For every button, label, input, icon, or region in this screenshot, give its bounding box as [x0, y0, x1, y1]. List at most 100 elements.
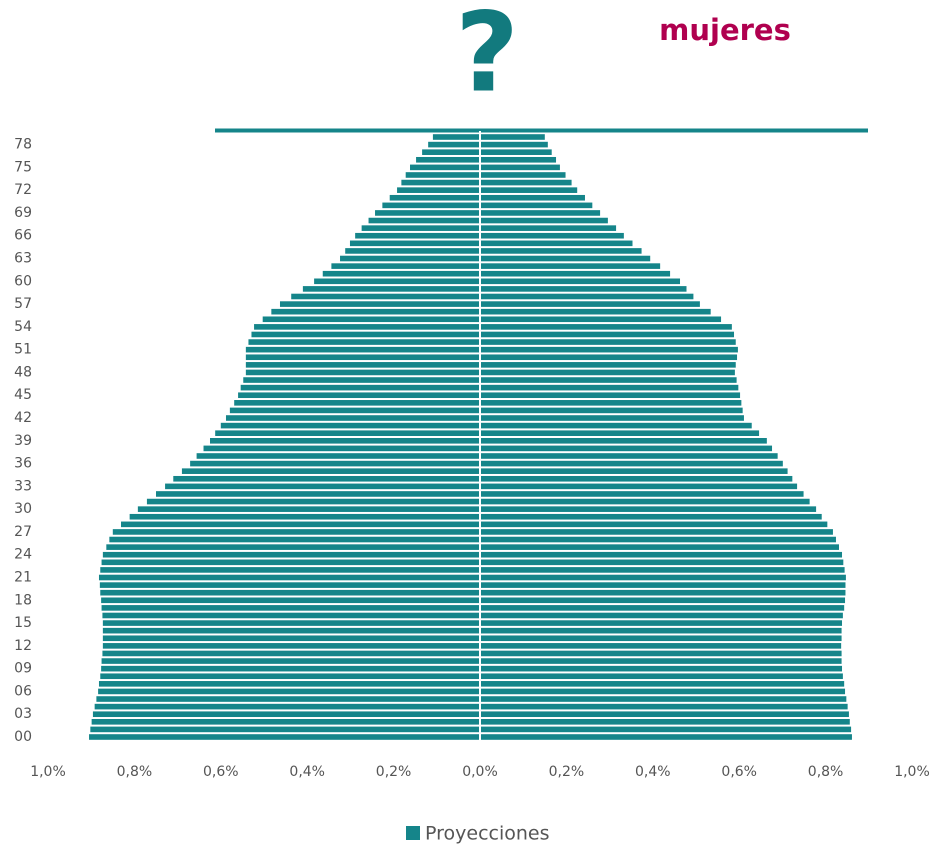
- bar: [480, 415, 744, 421]
- bar: [102, 620, 480, 626]
- bar: [480, 407, 743, 414]
- bar: [480, 149, 552, 155]
- bar: [331, 263, 480, 269]
- bar: [302, 286, 480, 292]
- bar: [480, 453, 778, 459]
- bar: [480, 210, 601, 216]
- bar: [480, 627, 842, 634]
- bar: [90, 726, 480, 733]
- y-tick-label: 18: [14, 592, 32, 608]
- y-tick-label: 39: [14, 433, 32, 449]
- bar: [480, 263, 661, 269]
- bar: [480, 172, 566, 178]
- bar: [480, 164, 560, 171]
- bar: [322, 270, 480, 277]
- bar: [480, 369, 735, 376]
- bar: [262, 316, 480, 323]
- bar: [480, 734, 852, 740]
- bar: [480, 354, 738, 361]
- bar: [129, 513, 480, 520]
- bar: [165, 483, 480, 490]
- legend-swatch: [406, 826, 420, 840]
- bar: [243, 377, 480, 383]
- x-tick-label: 0,4%: [289, 764, 325, 780]
- y-tick-label: 42: [14, 410, 32, 426]
- bar: [480, 278, 681, 285]
- bar: [480, 719, 850, 725]
- bar: [98, 688, 480, 695]
- bar: [99, 582, 480, 588]
- x-tick-label: 0,0%: [462, 764, 498, 780]
- bar: [480, 460, 783, 467]
- bar: [345, 248, 480, 254]
- bar: [101, 559, 481, 566]
- bar: [220, 422, 481, 429]
- y-tick-label: 15: [14, 615, 32, 631]
- y-tick-label: 54: [14, 319, 32, 335]
- bar: [101, 597, 481, 604]
- y-tick-label: 51: [14, 342, 32, 358]
- bar: [480, 392, 741, 399]
- y-tick-label: 09: [14, 661, 32, 677]
- bar: [480, 362, 736, 368]
- bar: [102, 627, 480, 634]
- bar: [349, 240, 480, 247]
- bar: [480, 232, 624, 239]
- bar: [279, 301, 480, 307]
- bar: [480, 506, 817, 512]
- bar: [389, 194, 480, 201]
- bar: [480, 293, 694, 300]
- y-tick-label: 66: [14, 228, 32, 244]
- bar: [98, 681, 480, 687]
- bar: [291, 293, 480, 300]
- bar: [245, 354, 480, 361]
- bar: [340, 255, 480, 262]
- bar: [480, 696, 847, 702]
- y-tick-label: 21: [14, 570, 32, 586]
- bar: [480, 179, 572, 186]
- y-tick-label: 78: [14, 137, 32, 153]
- bar: [480, 187, 578, 193]
- x-tick-label: 0,8%: [808, 764, 844, 780]
- bar: [480, 605, 845, 611]
- bar: [234, 400, 480, 406]
- bar: [225, 415, 480, 421]
- bar: [245, 369, 480, 376]
- bar: [480, 650, 842, 657]
- bar: [480, 248, 642, 254]
- bar: [100, 567, 480, 573]
- x-tick-label: 0,6%: [721, 764, 757, 780]
- bar: [480, 635, 842, 642]
- bar: [245, 346, 480, 353]
- bar: [480, 202, 593, 209]
- bar: [173, 475, 480, 482]
- x-tick-label: 0,6%: [203, 764, 239, 780]
- bar: [181, 468, 481, 474]
- legend-label: Proyecciones: [425, 823, 550, 845]
- bar: [480, 141, 548, 148]
- y-tick-label: 33: [14, 478, 32, 494]
- x-tick-label: 1,0%: [894, 764, 930, 780]
- bar: [480, 331, 735, 338]
- bar: [480, 681, 845, 687]
- bar: [248, 339, 480, 345]
- bar: [480, 346, 738, 353]
- bar: [480, 437, 767, 444]
- bar: [480, 673, 843, 680]
- bar: [480, 400, 742, 406]
- bar: [101, 665, 481, 672]
- bar: [397, 187, 480, 193]
- bar: [480, 513, 822, 520]
- bar: [480, 521, 828, 528]
- bar: [480, 559, 844, 566]
- bar: [102, 612, 480, 619]
- bar: [480, 286, 687, 292]
- bar: [89, 734, 480, 740]
- bar: [480, 308, 711, 315]
- bar: [480, 445, 773, 452]
- bar: [480, 703, 848, 710]
- y-tick-label: 72: [14, 182, 32, 198]
- bar: [480, 240, 633, 247]
- bar: [422, 149, 480, 155]
- bar: [480, 688, 846, 695]
